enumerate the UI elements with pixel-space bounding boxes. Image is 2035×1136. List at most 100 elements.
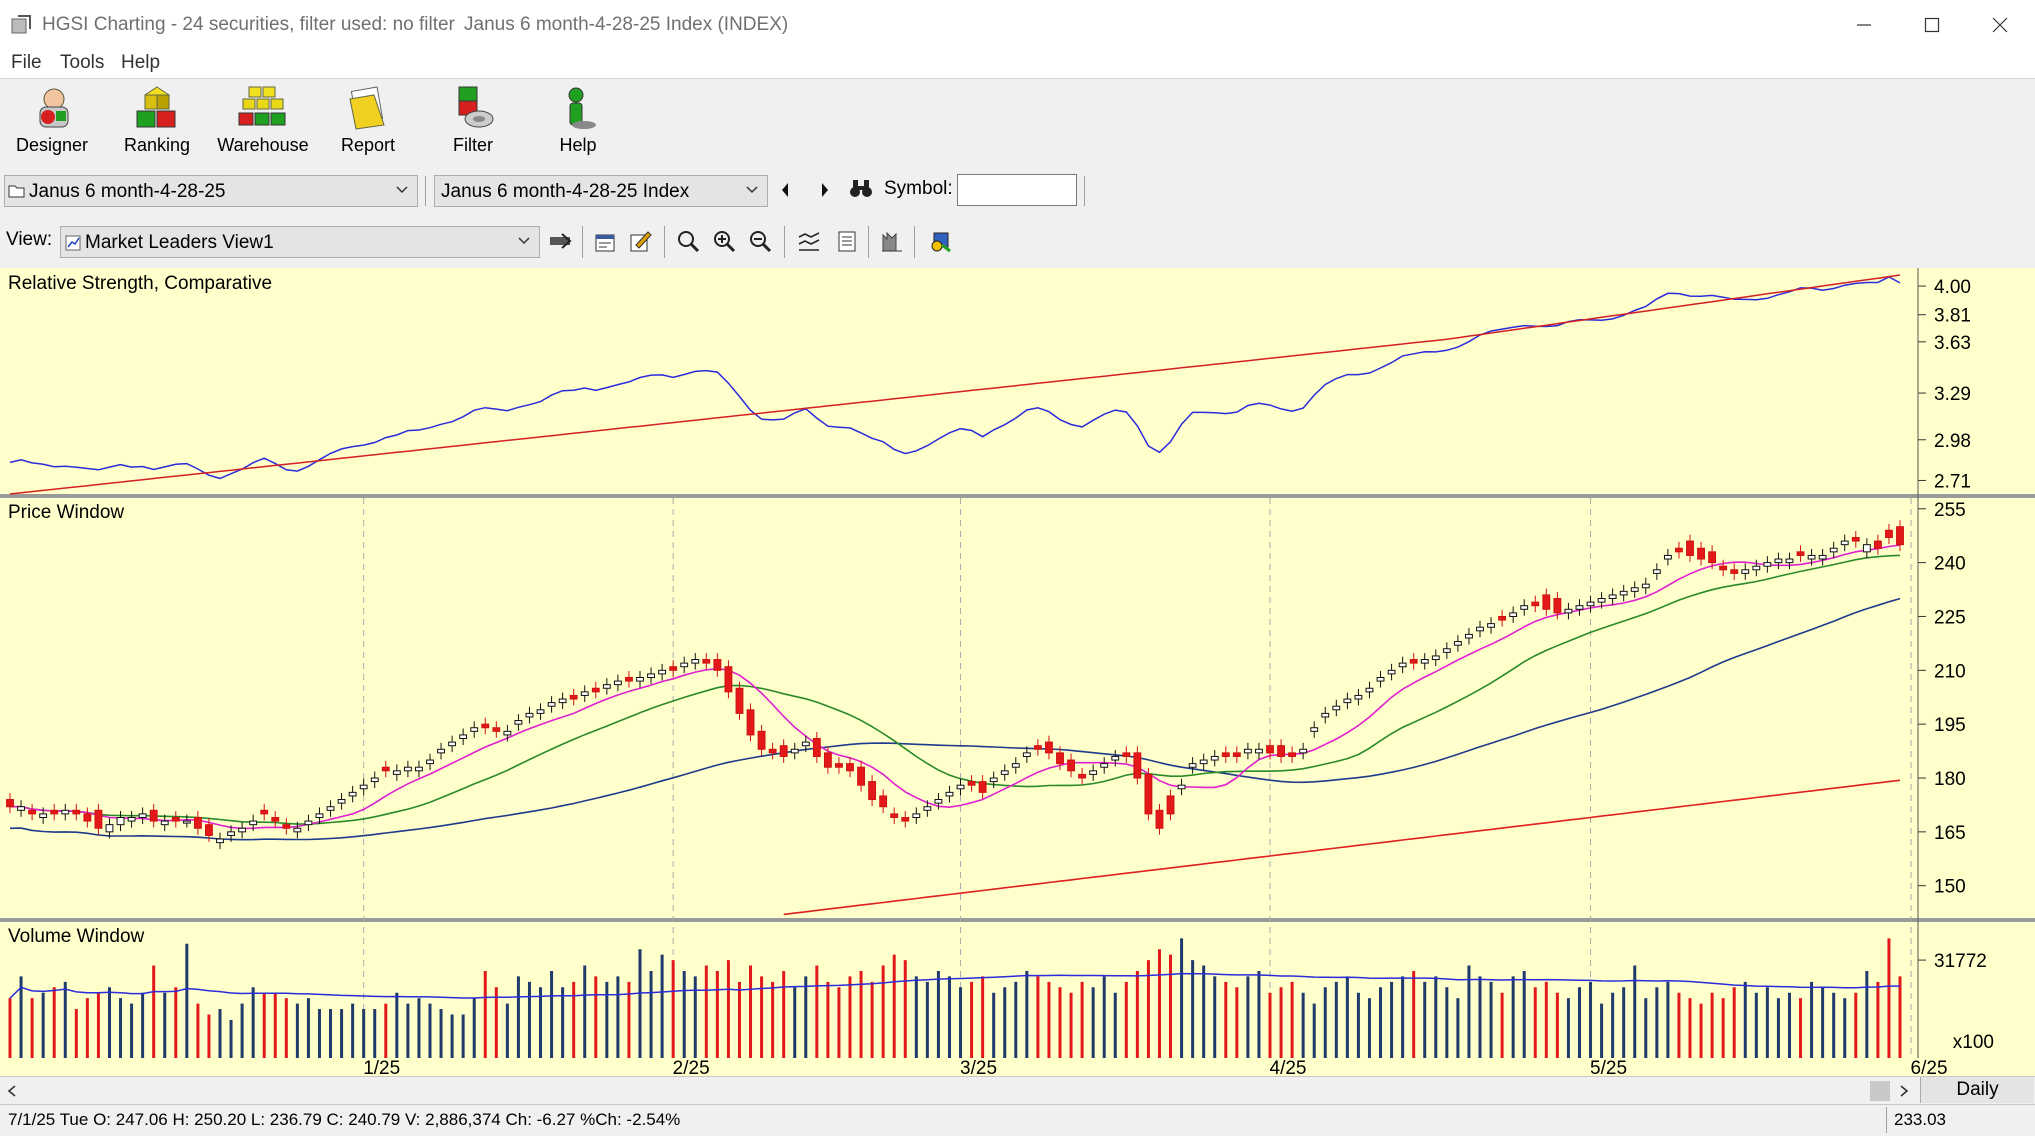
candle-body — [503, 730, 512, 736]
candle-body — [1608, 594, 1617, 600]
symbol-input[interactable] — [957, 174, 1077, 206]
candle-body — [1420, 659, 1429, 664]
warehouse-button[interactable]: Warehouse — [213, 83, 313, 167]
candle-body — [1288, 752, 1297, 757]
candle-body — [1840, 540, 1849, 546]
maximize-icon — [1924, 17, 1940, 33]
price-axis-label: 150 — [1934, 877, 1966, 898]
help-icon — [568, 87, 596, 129]
filter-label: Filter — [453, 135, 493, 155]
candle-body — [127, 816, 136, 822]
periodicity-label: Daily — [1956, 1079, 1999, 1100]
chart-properties-icon[interactable] — [593, 229, 619, 255]
candle-body — [835, 763, 843, 768]
volume-ma-line — [9, 972, 1900, 999]
rs-axis-label: 3.81 — [1934, 306, 1971, 327]
candle-body — [525, 712, 534, 718]
designer-button[interactable]: Designer — [2, 83, 102, 167]
scrollbar-thumb[interactable] — [1870, 1081, 1890, 1101]
candle-body — [680, 662, 689, 668]
price-axis-label: 210 — [1934, 661, 1966, 682]
menu-bar: File Tools Help — [0, 50, 2035, 78]
rs-axis-label: 2.98 — [1934, 431, 1971, 452]
scroll-left-icon[interactable] — [6, 1084, 18, 1098]
chevron-down-icon — [518, 237, 530, 245]
candle-body — [1277, 745, 1285, 757]
edit-indicators-icon[interactable] — [628, 229, 654, 255]
candle-body — [1243, 748, 1252, 754]
candle-body — [238, 827, 247, 833]
menu-tools[interactable]: Tools — [60, 52, 105, 73]
filter-icon — [458, 86, 494, 128]
candle-body — [304, 820, 313, 826]
menu-file[interactable]: File — [11, 52, 42, 73]
candle-body — [978, 781, 987, 793]
report-button[interactable]: Report — [318, 83, 418, 167]
maximize-button[interactable] — [1898, 0, 1966, 50]
selector-row: Janus 6 month-4-28-25 Janus 6 month-4-28… — [0, 168, 2035, 216]
minimize-button[interactable] — [1830, 0, 1898, 50]
candle-body — [1045, 741, 1053, 754]
close-button[interactable] — [1966, 0, 2034, 50]
zoom-in-icon[interactable] — [712, 229, 738, 255]
candle-body — [470, 727, 479, 732]
chart-grid: 1/25 2/25 3/25 4/25 5/25 6/25 — [0, 268, 2035, 1076]
ranking-button[interactable]: Ranking — [107, 83, 207, 167]
candle-body — [846, 763, 854, 772]
volume-unit-label: x100 — [1953, 1032, 1994, 1053]
scroll-right-icon[interactable] — [1898, 1084, 1910, 1098]
binoculars-icon[interactable] — [848, 176, 874, 202]
price-axis-label: 195 — [1934, 715, 1966, 736]
candle-body — [823, 752, 832, 768]
candle-body — [1774, 558, 1783, 564]
divider — [582, 226, 583, 258]
candle-body — [1652, 569, 1661, 574]
zoom-icon[interactable] — [676, 229, 702, 255]
previous-security-icon[interactable] — [774, 178, 800, 204]
zoom-out-icon[interactable] — [748, 229, 774, 255]
periodicity-button[interactable]: Daily — [1920, 1077, 2034, 1103]
color-scheme-icon[interactable] — [928, 229, 954, 255]
candle-body — [912, 813, 921, 818]
chart-area[interactable]: 1/25 2/25 3/25 4/25 5/25 6/25 255 240 225 210 195… — [0, 268, 2035, 1076]
filter-button[interactable]: Filter — [423, 83, 523, 167]
candle-body — [857, 766, 865, 786]
candle-body — [956, 784, 965, 790]
help-button[interactable]: Help — [528, 83, 628, 167]
candle-body — [50, 809, 59, 815]
view-manager-icon[interactable] — [548, 229, 574, 255]
candle-body — [1641, 583, 1650, 589]
candle-body — [934, 799, 943, 804]
candle-body — [39, 813, 48, 818]
candle-body — [359, 784, 368, 790]
divider — [914, 226, 915, 258]
candle-body — [403, 766, 412, 772]
candle-body — [216, 838, 224, 844]
candle-body — [193, 816, 202, 829]
warehouse-label: Warehouse — [217, 135, 309, 155]
candle-body — [1155, 809, 1164, 829]
compare-lines-icon[interactable] — [797, 229, 823, 255]
candle-body — [514, 720, 523, 725]
menu-help[interactable]: Help — [121, 52, 161, 73]
view-select[interactable]: Market Leaders View1 — [60, 226, 540, 258]
candle-body — [1266, 745, 1274, 754]
candle-body — [613, 680, 622, 686]
next-security-icon[interactable] — [812, 178, 838, 204]
candle-body — [1387, 669, 1396, 675]
candle-body — [1796, 551, 1805, 556]
chart-canvas[interactable]: 1/25 2/25 3/25 4/25 5/25 6/25 255 240 225 210 195… — [0, 268, 2035, 1076]
data-table-icon[interactable] — [835, 229, 861, 255]
chart-style-icon[interactable] — [880, 229, 906, 255]
candle-body — [1686, 540, 1694, 556]
candle-body — [569, 694, 578, 700]
candle-body — [459, 734, 468, 740]
price-panel — [6, 520, 1904, 916]
ranking-icon — [136, 86, 176, 128]
security-select[interactable]: Janus 6 month-4-28-25 Index — [434, 175, 768, 207]
candle-body — [1255, 748, 1263, 754]
list-select[interactable]: Janus 6 month-4-28-25 — [4, 175, 418, 207]
candle-body — [1498, 615, 1507, 621]
candle-body — [6, 799, 14, 808]
price-axis-label: 165 — [1934, 823, 1966, 844]
